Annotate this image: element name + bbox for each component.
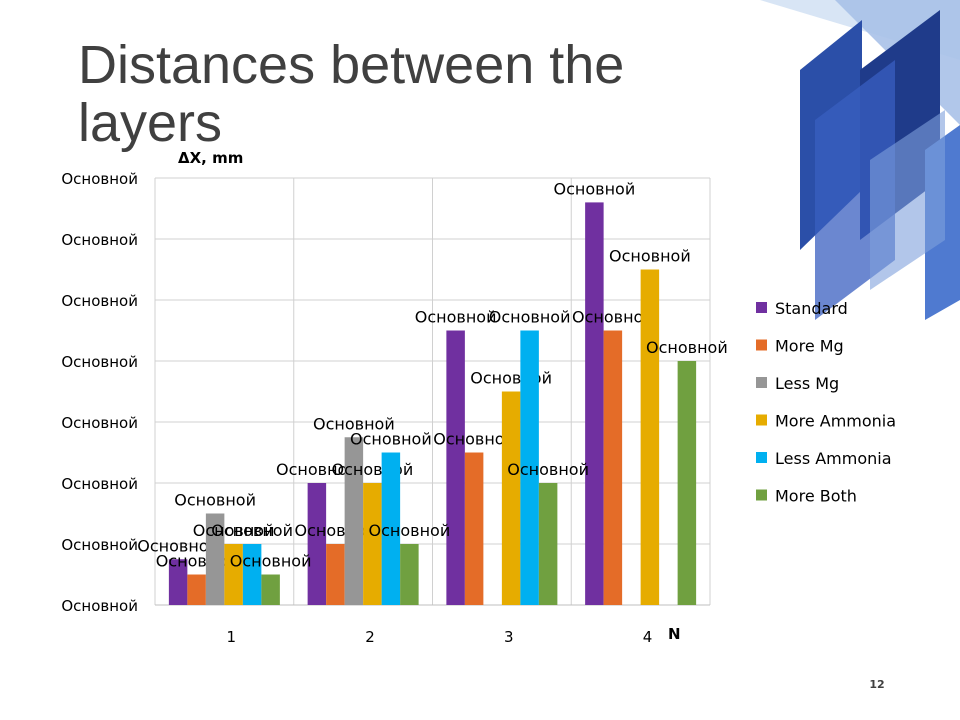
y-tick-label: Основной (61, 353, 138, 371)
x-tick-label: 2 (365, 628, 375, 646)
data-label: Основной (415, 308, 497, 327)
legend-entry: Less Mg (775, 374, 839, 393)
bar (501, 391, 521, 605)
bar (464, 452, 484, 605)
data-label: Основной (211, 521, 293, 540)
x-tick-label: 1 (227, 628, 237, 646)
bar (187, 574, 206, 605)
legend-swatch (756, 452, 767, 463)
bar (640, 269, 660, 605)
bar (446, 330, 465, 605)
y-tick-label: Основной (61, 536, 138, 554)
data-label: Основной (489, 308, 571, 327)
data-label: Основной (470, 369, 552, 388)
y-tick-label: Основной (61, 475, 138, 493)
bar (168, 559, 188, 605)
bar (242, 544, 262, 605)
legend-entry: More Both (775, 487, 857, 506)
page-number: 12 (869, 678, 885, 691)
slide-title: Distances between the layers (78, 35, 625, 153)
bar (538, 483, 558, 605)
data-label: Основной (433, 430, 515, 449)
data-label: Основной (572, 308, 654, 327)
bar (205, 513, 225, 605)
bar (585, 202, 604, 605)
bar (261, 574, 280, 605)
data-label: Основной (230, 552, 312, 571)
legend-entry: Standard (775, 299, 848, 318)
data-label: Основной (174, 491, 256, 510)
y-tick-label: Основной (61, 292, 138, 310)
x-tick-label: 4 (643, 628, 653, 646)
data-label: Основной (369, 521, 451, 540)
bar (400, 544, 419, 605)
bar (520, 330, 539, 605)
legend-swatch (756, 339, 767, 351)
data-label: Основной (554, 179, 636, 198)
y-axis-title: ΔX, mm (178, 149, 243, 167)
bar (363, 483, 382, 605)
data-label: Основной (609, 247, 691, 266)
bar (307, 483, 327, 605)
bar (344, 437, 364, 605)
y-tick-label: Основной (61, 231, 138, 249)
y-tick-label: Основной (61, 414, 138, 432)
decor-shape (870, 110, 945, 290)
bar (603, 330, 623, 605)
data-label: Основной (350, 430, 432, 449)
x-tick-label: 3 (504, 628, 514, 646)
legend-entry: More Mg (775, 337, 844, 356)
bar (326, 544, 345, 605)
data-label: Основной (276, 460, 358, 479)
data-label: Основной (193, 521, 275, 540)
y-tick-label: Основной (61, 597, 138, 615)
data-label: Основной (313, 414, 395, 433)
data-label: Основной (646, 338, 728, 357)
legend-swatch (756, 489, 767, 501)
y-tick-label: Основной (61, 170, 138, 188)
legend-entry: Less Ammonia (775, 449, 892, 468)
data-label: Основной (332, 460, 414, 479)
data-label: Основной (137, 536, 219, 555)
bar (677, 361, 697, 605)
data-label: Основной (507, 460, 589, 479)
legend-swatch (756, 414, 767, 426)
legend-swatch (756, 302, 767, 313)
legend-swatch (756, 377, 767, 388)
legend-entry: More Ammonia (775, 412, 896, 431)
x-axis-title: N (668, 625, 681, 643)
bar (224, 544, 243, 605)
bar (381, 452, 401, 605)
